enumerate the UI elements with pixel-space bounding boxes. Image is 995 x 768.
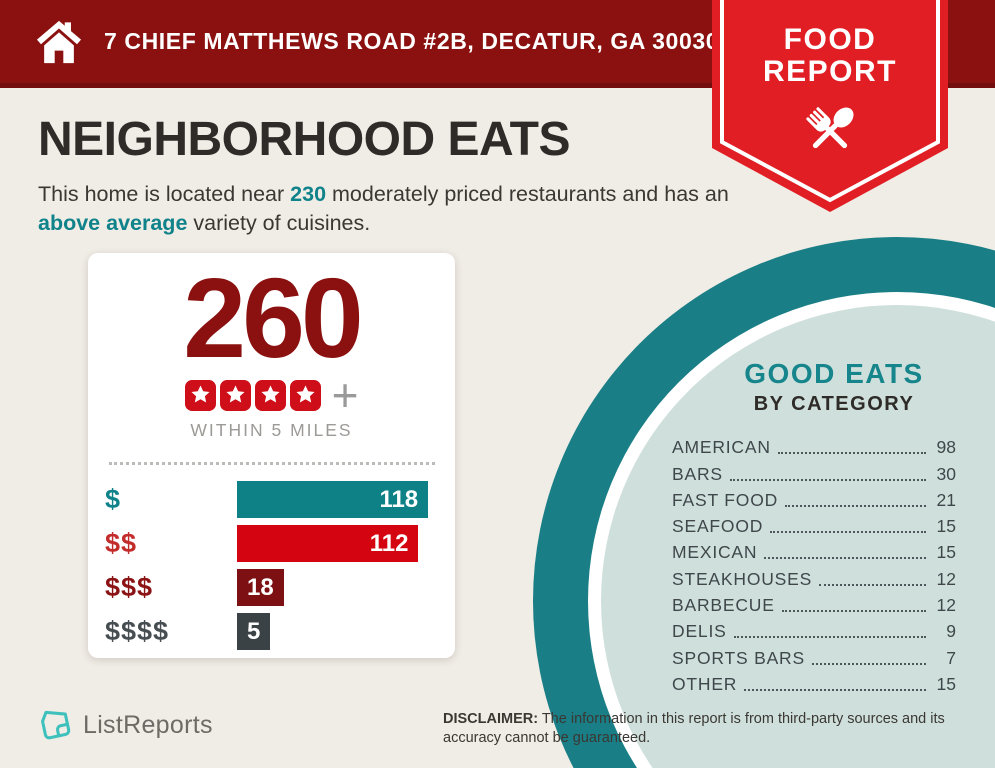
dotted-leader (729, 478, 926, 481)
star-icon (184, 379, 216, 411)
category-row: BARBECUE 12 (672, 590, 956, 616)
price-tier-bar: 118 (237, 481, 429, 518)
category-value: 21 (936, 489, 956, 510)
good-eats-title: GOOD EATS (744, 358, 924, 389)
category-label: MEXICAN (672, 542, 758, 563)
home-icon (36, 20, 82, 63)
category-value: 7 (946, 647, 956, 668)
intro-text-2: moderately priced restaurants and has an (326, 182, 729, 206)
dotted-leader (777, 452, 926, 455)
listreports-logo-icon (41, 710, 71, 740)
good-eats-circle-ring (533, 237, 995, 768)
rating-stars: + (88, 369, 455, 421)
intro-text-1: This home is located near (38, 182, 291, 206)
good-eats-subtitle: BY CATEGORY (753, 393, 915, 415)
disclaimer-label: DISCLAIMER: (443, 711, 539, 727)
price-tier-label: $$$$ (105, 616, 170, 646)
category-row: SPORTS BARS 7 (672, 642, 956, 668)
category-value: 12 (936, 595, 956, 616)
category-label: OTHER (672, 673, 738, 694)
category-label: SEAFOOD (672, 516, 764, 537)
intro-text-3: variety of cuisines. (187, 211, 371, 235)
price-tier-label: $ (105, 484, 122, 514)
price-tier-label: $$$ (105, 572, 154, 602)
category-row: DELIS 9 (672, 616, 956, 642)
ribbon-title-line2: REPORT (762, 55, 897, 88)
category-value: 15 (936, 673, 956, 694)
brand-name: ListReports (83, 710, 213, 739)
ribbon-shape (712, 0, 948, 212)
restaurant-total: 260 (183, 255, 364, 381)
dotted-leader (770, 531, 926, 534)
variety-highlight: above average (38, 211, 188, 235)
category-label: SPORTS BARS (672, 647, 805, 668)
category-value: 15 (936, 542, 956, 563)
disclaimer-text: The information in this report is from t… (443, 711, 945, 746)
dotted-leader (819, 583, 926, 586)
radius-label: WITHIN 5 MILES (190, 420, 353, 440)
intro-sentence: This home is located near 230 moderately… (38, 180, 738, 238)
dotted-leader (811, 662, 926, 665)
dotted-leader (785, 504, 926, 507)
dotted-leader (733, 636, 926, 639)
price-tier-label: $$ (105, 528, 138, 558)
star-icon (289, 379, 321, 411)
category-row: MEXICAN 15 (672, 537, 956, 563)
category-label: STEAKHOUSES (672, 568, 813, 589)
good-eats-panel: GOOD EATS BY CATEGORY AMERICAN 98 BARS 30 FA… (660, 358, 956, 695)
category-value: 98 (936, 437, 956, 458)
category-label: BARS (672, 463, 723, 484)
plus-icon: + (331, 369, 359, 421)
property-address: 7 CHIEF MATTHEWS ROAD #2B, DECATUR, GA 3… (104, 28, 720, 54)
category-label: BARBECUE (672, 595, 775, 616)
category-row: BARS 30 (672, 458, 956, 484)
price-tier-chart: $118 $$ 112 $$$ 18 $$$$ 5 (88, 481, 455, 650)
category-value: 30 (936, 463, 956, 484)
category-row: AMERICAN 98 (672, 432, 956, 458)
category-row: OTHER 15 (672, 669, 956, 695)
category-row: FAST FOOD 21 (672, 485, 956, 511)
category-value: 12 (936, 568, 956, 589)
category-label: AMERICAN (672, 437, 771, 458)
price-tier-row: $$$$ 5 (105, 613, 455, 650)
star-icon (254, 379, 286, 411)
restaurant-count-inline: 230 (290, 182, 327, 206)
price-tier-row: $$$ 18 (105, 569, 455, 606)
disclaimer: DISCLAIMER: The information in this repo… (443, 710, 991, 748)
category-row: SEAFOOD 15 (672, 511, 956, 537)
price-tier-bar: 18 (237, 569, 284, 606)
category-label: FAST FOOD (672, 489, 779, 510)
category-list: AMERICAN 98 BARS 30 FAST FOOD 21 SEAFOOD 15 MEXI… (660, 432, 956, 695)
price-tier-bar: 112 (237, 525, 419, 562)
category-label: DELIS (672, 621, 727, 642)
ribbon-title: FOOD REPORT (712, 24, 948, 88)
category-row: STEAKHOUSES 12 (672, 563, 956, 589)
card-divider (108, 462, 435, 465)
restaurant-summary-card: 260 + WITHIN 5 MILES $118 $$ 112 $$$ 18 $$$$ 5 (88, 253, 455, 658)
price-tier-row: $118 (105, 481, 455, 518)
category-value: 15 (936, 516, 956, 537)
intro-section: NEIGHBORHOOD EATS This home is located n… (38, 112, 738, 238)
star-icon (219, 379, 251, 411)
dotted-leader (781, 610, 926, 613)
dotted-leader (764, 557, 926, 560)
price-tier-bar: 5 (237, 613, 271, 650)
listreports-brand: ListReports (36, 706, 213, 744)
spoon-fork-icon (806, 107, 854, 149)
food-report-ribbon: FOOD REPORT (712, 0, 948, 215)
ribbon-title-line1: FOOD (783, 23, 877, 56)
dotted-leader (744, 688, 926, 691)
page-title: NEIGHBORHOOD EATS (38, 113, 570, 166)
price-tier-row: $$ 112 (105, 525, 455, 562)
category-value: 9 (946, 621, 956, 642)
